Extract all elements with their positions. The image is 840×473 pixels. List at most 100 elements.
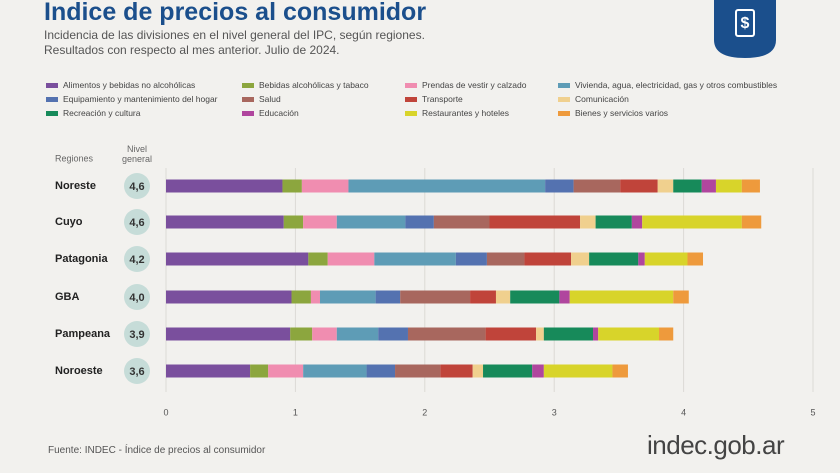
bar-segment	[336, 327, 379, 341]
legend-item: Bienes y servicios varios	[558, 108, 668, 118]
bar-segment	[268, 364, 304, 378]
bar-segment	[472, 364, 484, 378]
bar-segment	[290, 327, 313, 341]
legend-item: Vivienda, agua, electricidad, gas y otro…	[558, 80, 777, 90]
bar-segment	[741, 215, 762, 229]
legend-item: Restaurantes y hoteles	[405, 108, 509, 118]
category-label: Patagonia	[55, 253, 108, 265]
category-label: Cuyo	[55, 216, 83, 228]
legend-item: Prendas de vestir y calzado	[405, 80, 526, 90]
column-header: Regiones	[55, 153, 94, 163]
bar-segment	[495, 290, 511, 304]
bar-segment	[301, 179, 349, 193]
bar-segment	[673, 290, 689, 304]
bar-segment	[395, 364, 441, 378]
legend-item: Equipamiento y mantenimiento del hogar	[46, 94, 218, 104]
bar-segment	[532, 364, 544, 378]
general-label: 4,2	[129, 254, 144, 266]
bar-segment	[673, 179, 702, 193]
bar-segment	[595, 215, 632, 229]
bar-segment	[378, 327, 408, 341]
x-tick-label: 1	[293, 407, 298, 417]
bar-segment	[642, 215, 742, 229]
bar-segment	[573, 179, 621, 193]
brand: indec.gob.ar	[647, 430, 785, 460]
legend-swatch	[558, 83, 570, 89]
bar-segment	[657, 179, 674, 193]
legend-label: Restaurantes y hoteles	[422, 108, 509, 118]
x-tick-label: 2	[422, 407, 427, 417]
x-tick-label: 4	[681, 407, 686, 417]
general-label: 3,9	[129, 329, 144, 341]
x-tick-label: 3	[552, 407, 557, 417]
legend-swatch	[405, 83, 417, 89]
bar-segment	[589, 252, 639, 266]
bar-segment	[489, 215, 581, 229]
bar-segment	[510, 290, 560, 304]
legend-label: Bebidas alcohólicas y tabaco	[259, 80, 369, 90]
bar-segment	[282, 179, 302, 193]
bar-segment	[166, 364, 251, 378]
category-label: Noreste	[55, 180, 96, 192]
bar-segment	[659, 327, 674, 341]
legend-label: Salud	[259, 94, 281, 104]
legend-label: Alimentos y bebidas no alcohólicas	[63, 80, 196, 90]
subtitle: Incidencia de las divisiones en el nivel…	[44, 28, 425, 42]
bar-segment	[571, 252, 590, 266]
legend-item: Salud	[242, 94, 281, 104]
general-badge	[124, 173, 150, 199]
bar-segment	[310, 290, 320, 304]
legend-swatch	[242, 111, 254, 117]
legend-label: Vivienda, agua, electricidad, gas y otro…	[575, 80, 778, 90]
bar-segment	[524, 252, 572, 266]
legend-label: Bienes y servicios varios	[575, 108, 669, 118]
legend-swatch	[405, 97, 417, 103]
bar-segment	[701, 179, 716, 193]
legend-swatch	[405, 111, 417, 117]
source: Fuente: INDEC - Índice de precios al con…	[48, 445, 266, 456]
general-badge	[124, 284, 150, 310]
bar-segment	[348, 179, 546, 193]
bar-segment	[486, 252, 525, 266]
legend-item: Bebidas alcohólicas y tabaco	[242, 80, 369, 90]
bar-segment	[455, 252, 487, 266]
bar-segment	[470, 290, 496, 304]
x-tick-label: 5	[810, 407, 815, 417]
bar-segment	[687, 252, 704, 266]
legend-label: Equipamiento y mantenimiento del hogar	[63, 94, 218, 104]
bar-segment	[250, 364, 269, 378]
legend-label: Prendas de vestir y calzado	[422, 80, 527, 90]
bar-segment	[433, 215, 490, 229]
bar-segment	[741, 179, 760, 193]
bar-segment	[291, 290, 311, 304]
bar-segment	[569, 290, 674, 304]
bar-segment	[644, 252, 688, 266]
column-header: Nivel general	[122, 144, 152, 164]
bar-segment	[366, 364, 396, 378]
svg-text:$: $	[741, 15, 750, 32]
bar-segment	[319, 290, 376, 304]
general-badge	[124, 321, 150, 347]
bar-segment	[283, 215, 304, 229]
bar-segment	[440, 364, 473, 378]
bar-segment	[485, 327, 537, 341]
bar-segment	[312, 327, 337, 341]
bar-segment	[559, 290, 570, 304]
title: Indice de precios al consumidor	[44, 0, 427, 26]
legend-item: Alimentos y bebidas no alcohólicas	[46, 80, 195, 90]
bar-segment	[638, 252, 645, 266]
bar-segment	[536, 327, 544, 341]
general-label: 4,0	[129, 292, 144, 304]
x-tick-label: 0	[163, 407, 168, 417]
category-label: GBA	[55, 291, 80, 303]
bar-segment	[715, 179, 742, 193]
bar-segment	[336, 215, 406, 229]
bar-segment	[543, 364, 613, 378]
legend-item: Recreación y cultura	[46, 108, 140, 118]
general-label: 4,6	[129, 217, 144, 229]
legend-label: Transporte	[422, 94, 463, 104]
category-label: Pampeana	[55, 328, 111, 340]
legend-swatch	[46, 83, 58, 89]
